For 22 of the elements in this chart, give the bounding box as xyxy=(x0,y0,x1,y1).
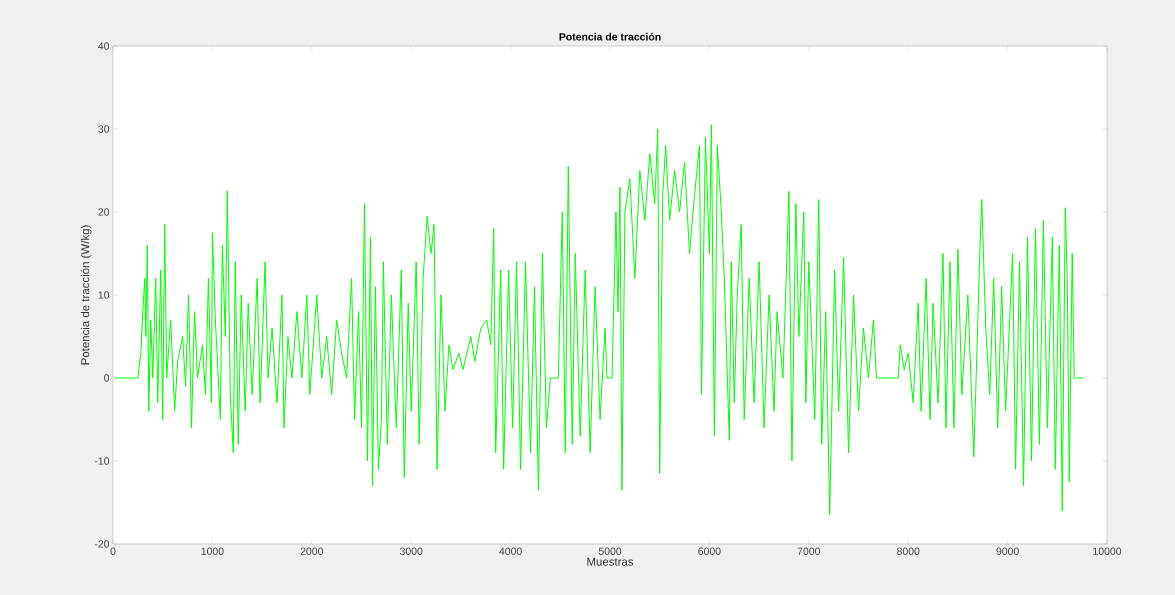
x-tick-label: 1000 xyxy=(201,547,224,555)
y-tick-label: -10 xyxy=(94,457,110,465)
y-tick-label: 10 xyxy=(98,291,110,299)
x-tick-label: 6000 xyxy=(698,547,721,555)
x-tick-label: 9000 xyxy=(996,547,1019,555)
chart-title: Potencia de tracción xyxy=(559,32,661,41)
x-tick-label: 7000 xyxy=(797,547,821,555)
x-tick-label: 0 xyxy=(110,547,116,555)
x-tick-label: 10000 xyxy=(1093,547,1122,555)
x-tick-label: 4000 xyxy=(499,547,522,555)
x-tick-label: 5000 xyxy=(598,547,622,555)
y-tick-label: 30 xyxy=(98,125,110,133)
x-tick-label: 3000 xyxy=(399,547,423,555)
x-tick-label: 8000 xyxy=(897,547,920,555)
x-tick-label: 2000 xyxy=(300,547,324,555)
y-tick-label: 0 xyxy=(104,374,110,382)
y-axis-title: Potencia de tracción (W/kg) xyxy=(80,225,92,365)
y-tick-label: -20 xyxy=(94,540,110,548)
line-series xyxy=(115,124,1084,516)
x-axis-title: Muestras xyxy=(587,557,634,566)
y-tick-label: 20 xyxy=(98,208,110,216)
y-tick-label: 40 xyxy=(98,42,110,50)
